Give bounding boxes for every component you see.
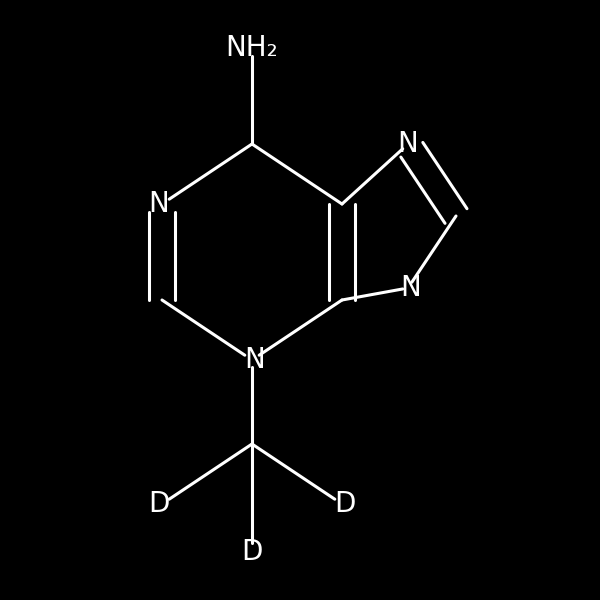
Text: N: N: [398, 130, 418, 158]
Text: D: D: [241, 538, 263, 566]
Text: N: N: [245, 346, 265, 374]
Text: N: N: [401, 274, 421, 302]
Text: N: N: [149, 190, 169, 218]
Text: D: D: [334, 490, 356, 518]
Text: D: D: [148, 490, 170, 518]
Text: NH₂: NH₂: [226, 34, 278, 62]
